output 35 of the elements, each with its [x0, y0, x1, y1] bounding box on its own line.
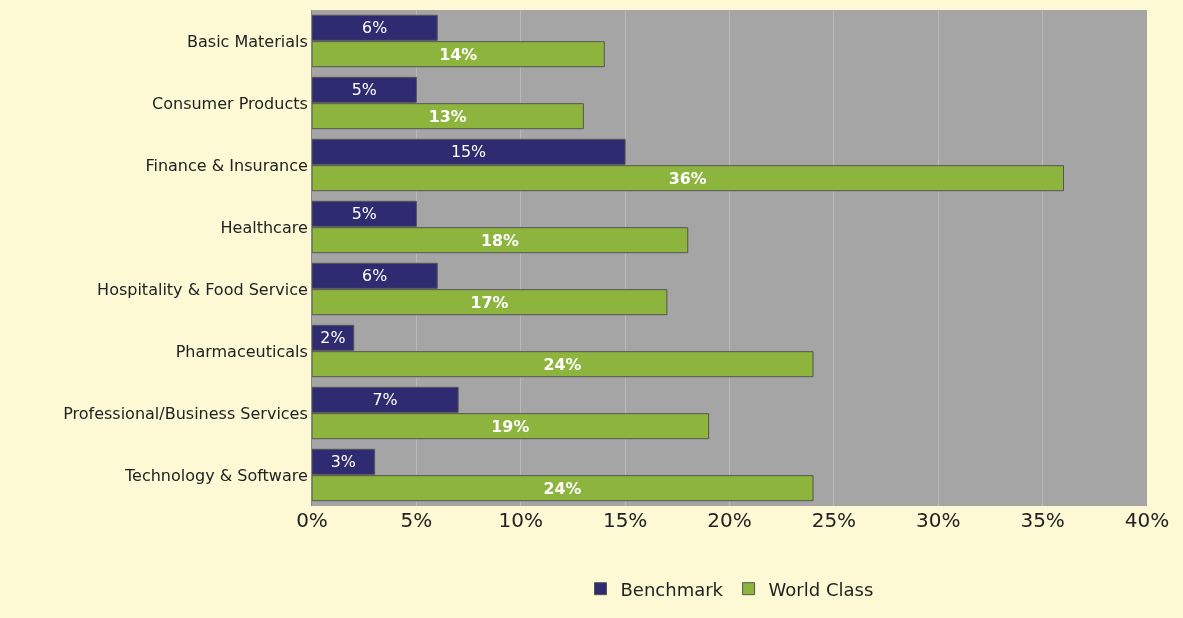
- x-tick-label: 15%: [602, 508, 648, 532]
- x-tick-label: 30%: [916, 508, 961, 532]
- data-label: 24%: [543, 354, 582, 374]
- data-label: 36%: [668, 168, 707, 188]
- y-tick-label: Finance & Insurance: [145, 155, 308, 175]
- y-tick-label: Basic Materials: [187, 31, 308, 51]
- x-tick-label: 20%: [707, 508, 752, 532]
- data-label: 6%: [362, 18, 388, 38]
- data-label: 17%: [470, 292, 509, 312]
- y-tick-label: Professional/Business Services: [63, 403, 308, 423]
- x-tick-label: 10%: [498, 508, 543, 532]
- data-label: 19%: [491, 416, 530, 436]
- y-tick-label: Healthcare: [220, 217, 308, 237]
- x-tick-label: 5%: [400, 508, 433, 532]
- data-label: 5%: [351, 204, 377, 224]
- data-label: 15%: [450, 142, 487, 162]
- data-label: 14%: [439, 44, 478, 64]
- data-label: 7%: [372, 390, 398, 410]
- y-tick-label: Hospitality & Food Service: [97, 279, 308, 299]
- data-label: 24%: [543, 478, 582, 498]
- data-label: 13%: [428, 106, 467, 126]
- data-label: 6%: [362, 266, 388, 286]
- x-tick-label: 35%: [1020, 508, 1065, 532]
- y-tick-label: Technology & Software: [123, 465, 308, 485]
- legend-label: World Class: [768, 578, 874, 600]
- x-tick-label: 40%: [1124, 508, 1170, 532]
- data-label: 2%: [320, 328, 346, 348]
- data-label: 3%: [330, 452, 356, 472]
- x-tick-label: 0%: [296, 508, 328, 532]
- legend-label: Benchmark: [620, 578, 724, 600]
- y-tick-label: Pharmaceuticals: [175, 341, 308, 361]
- data-label: 18%: [480, 230, 519, 250]
- y-tick-label: Consumer Products: [152, 93, 308, 113]
- x-tick-label: 25%: [811, 508, 857, 532]
- data-label: 5%: [351, 80, 377, 100]
